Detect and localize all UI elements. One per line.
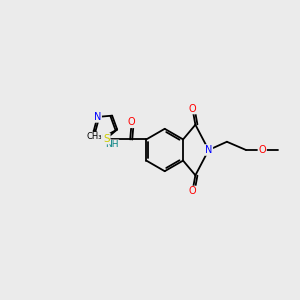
Text: O: O xyxy=(189,187,196,196)
Text: S: S xyxy=(103,134,110,143)
Text: O: O xyxy=(189,103,196,113)
Text: CH₃: CH₃ xyxy=(87,132,102,141)
Text: O: O xyxy=(128,117,136,127)
Text: N: N xyxy=(205,145,212,155)
Text: O: O xyxy=(258,145,266,155)
Text: N: N xyxy=(94,112,101,122)
Text: NH: NH xyxy=(105,140,119,149)
